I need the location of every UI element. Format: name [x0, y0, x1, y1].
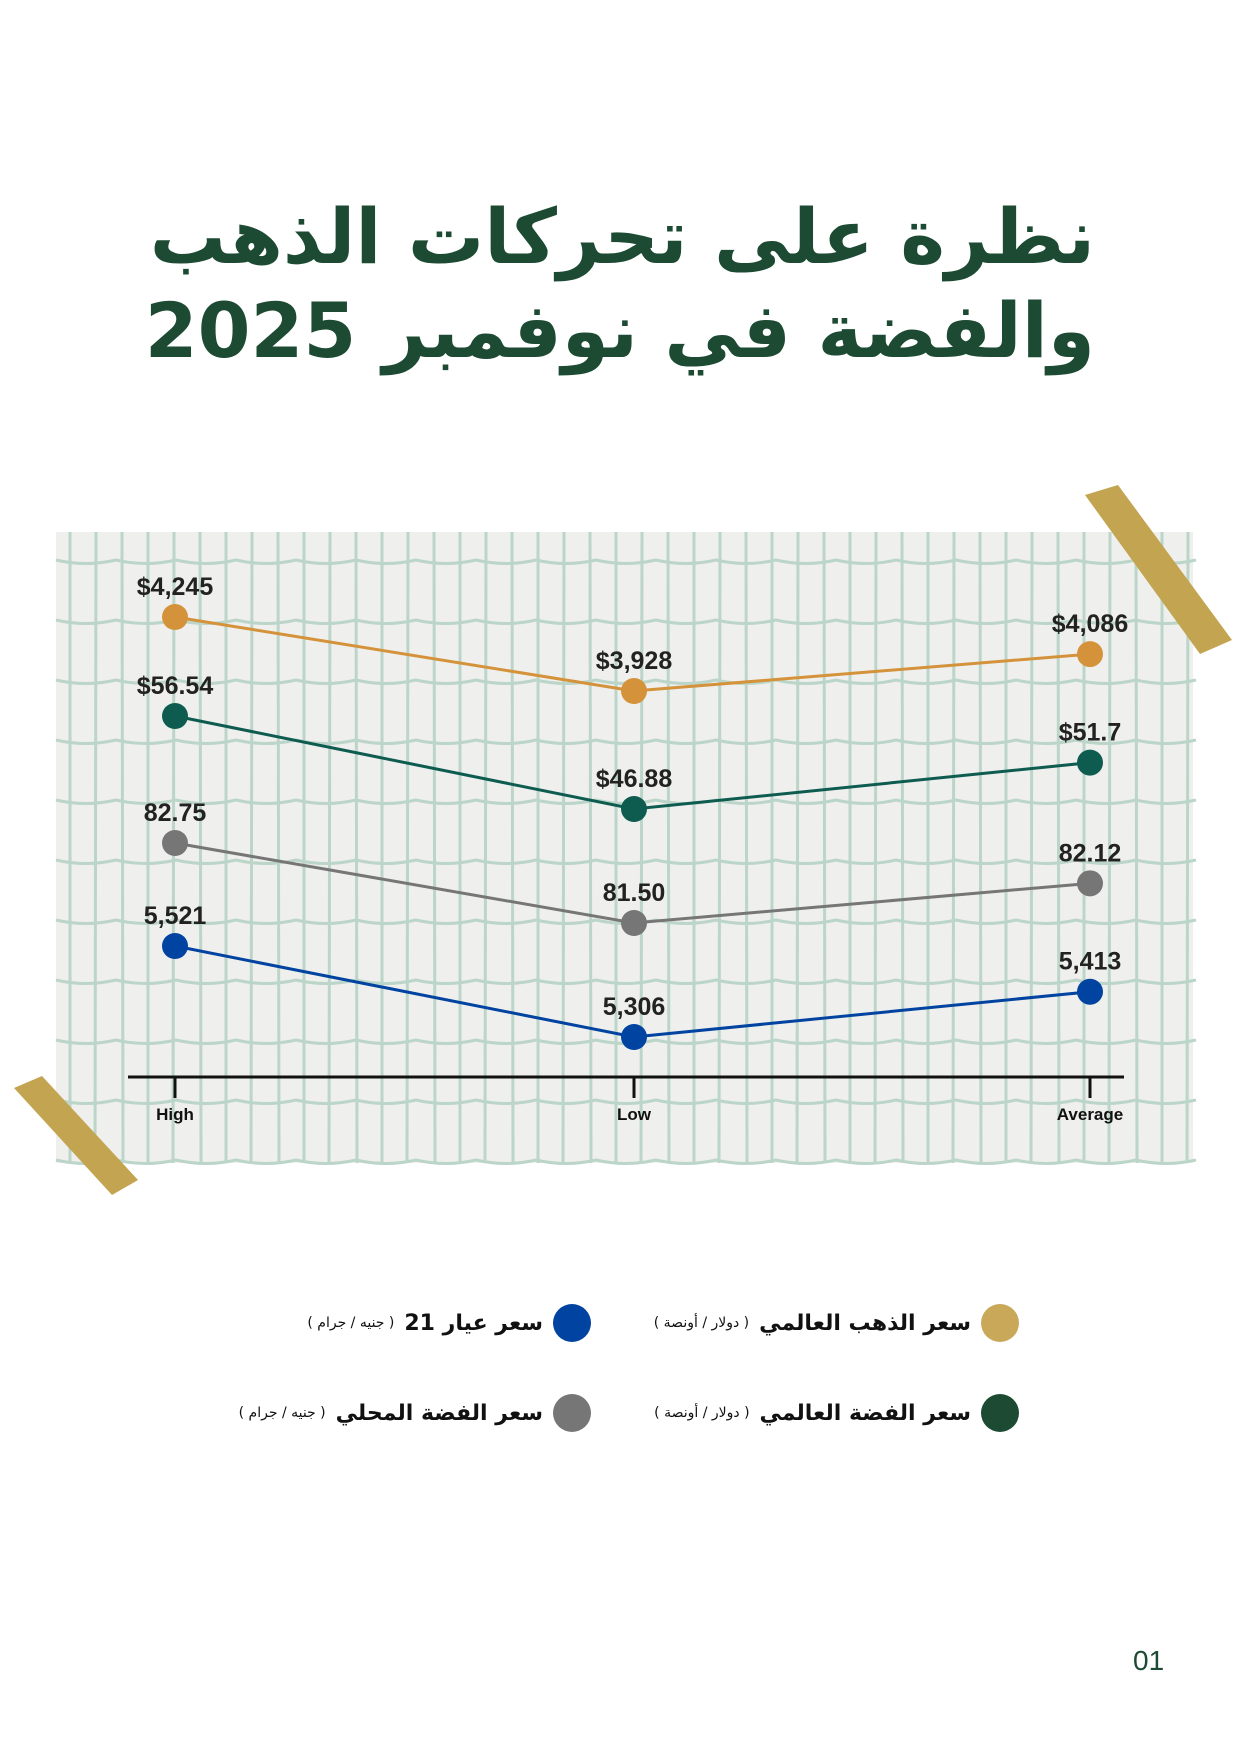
legend-item: سعر الذهب العالمي ( دولار / أونصة ): [654, 1304, 1019, 1342]
legend-label: سعر عيار 21: [404, 1310, 543, 1336]
legend-unit: ( جنيه / جرام ): [238, 1405, 326, 1421]
page-title: نظرة على تحركات الذهب والفضة في نوفمبر 2…: [95, 190, 1095, 378]
legend-label: سعر الفضة المحلي: [335, 1400, 543, 1426]
page-number: 01: [1133, 1645, 1165, 1676]
legend-label: سعر الفضة العالمي: [759, 1400, 971, 1426]
series-2: 82.75 81.50 82.12: [144, 799, 1122, 936]
data-point: [1077, 749, 1103, 776]
data-point: [162, 703, 188, 729]
data-label: $4,245: [137, 573, 214, 601]
data-label: 5,521: [144, 902, 207, 930]
series-3: 5,521 5,306 5,413: [144, 902, 1122, 1050]
x-tick-label: Average: [1057, 1105, 1123, 1124]
legend-unit: ( دولار / أونصة ): [654, 1405, 750, 1421]
data-point: [162, 830, 188, 856]
data-label: 81.50: [603, 879, 666, 907]
data-label: $56.54: [137, 672, 214, 700]
legend-item: سعر عيار 21 ( جنيه / جرام ): [307, 1304, 591, 1342]
data-label: 82.75: [144, 799, 207, 827]
tape-bottom-left: [14, 1076, 138, 1195]
data-point: [621, 678, 647, 704]
data-label: 82.12: [1059, 839, 1122, 867]
legend-label: سعر الذهب العالمي: [759, 1310, 971, 1336]
data-label: 5,413: [1059, 948, 1122, 976]
grid-paper: [56, 532, 1193, 1163]
data-point: [621, 796, 647, 822]
legend-dot: [553, 1394, 591, 1432]
grid-lines: [55, 531, 1197, 1165]
data-label: 5,306: [603, 993, 666, 1021]
data-point: [621, 910, 647, 936]
series-1: $56.54 $46.88 $51.7: [137, 672, 1122, 822]
data-point: [162, 604, 188, 630]
legend-item: سعر الفضة المحلي ( جنيه / جرام ): [239, 1394, 591, 1432]
tape-top-right: [1085, 485, 1232, 654]
data-point: [621, 1024, 647, 1050]
data-point: [1077, 641, 1103, 668]
title-line-2: والفضة في نوفمبر 2025: [144, 286, 1095, 375]
legend-dot: [981, 1394, 1019, 1432]
x-tick-label: High: [156, 1105, 194, 1124]
data-label: $51.7: [1059, 719, 1122, 747]
data-label: $3,928: [596, 647, 673, 675]
data-point: [1077, 978, 1103, 1005]
title-line-1: نظرة على تحركات الذهب: [149, 192, 1095, 281]
data-point: [1077, 870, 1103, 897]
legend-unit: ( دولار / أونصة ): [653, 1315, 750, 1331]
data-point: [162, 933, 188, 959]
legend-dot: [553, 1304, 591, 1342]
data-label: $46.88: [596, 765, 673, 793]
legend-dot: [981, 1304, 1019, 1342]
data-label: $4,086: [1052, 610, 1128, 638]
legend-unit: ( جنيه / جرام ): [307, 1315, 395, 1331]
series-0: $4,245 $3,928 $4,086: [137, 573, 1128, 704]
x-tick-label: Low: [617, 1105, 652, 1124]
legend-item: سعر الفضة العالمي ( دولار / أونصة ): [654, 1394, 1019, 1432]
